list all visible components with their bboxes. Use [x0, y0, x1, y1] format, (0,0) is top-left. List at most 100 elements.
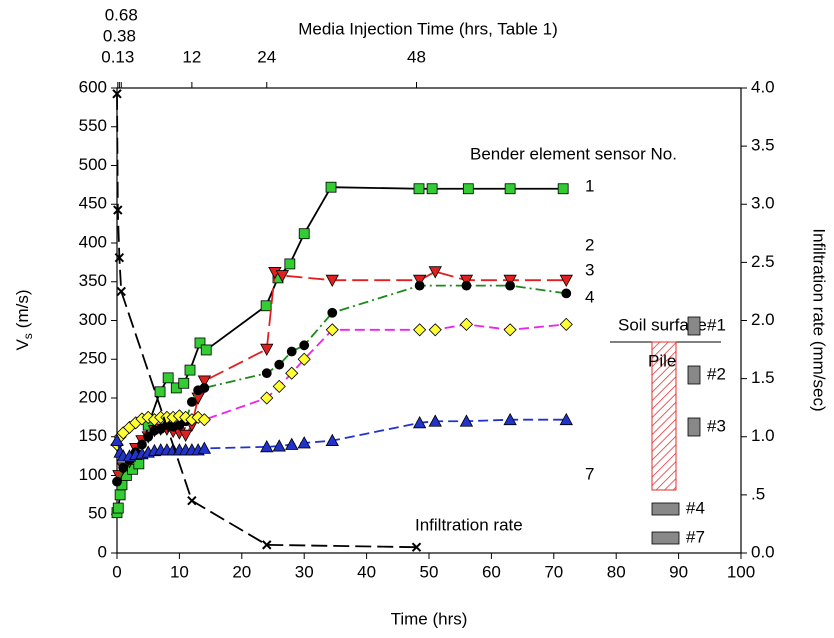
marker [114, 253, 125, 263]
y-tick-label: 500 [79, 155, 107, 174]
y-label-sub: s [21, 333, 35, 339]
sensor-label: #3 [707, 416, 726, 435]
y2-tick-label: 0.0 [751, 542, 775, 561]
marker [503, 323, 517, 337]
series-label: 3 [585, 260, 594, 279]
sensor-block [687, 417, 701, 437]
y-tick-label: 550 [79, 116, 107, 135]
marker [260, 343, 274, 357]
x2-tick-label: 24 [257, 47, 276, 66]
x-tick-label: 10 [170, 562, 189, 581]
marker [461, 280, 472, 291]
y-tick-label: 250 [79, 349, 107, 368]
sensor-block [687, 316, 701, 336]
marker [194, 337, 206, 349]
y-tick-label: 50 [88, 504, 107, 523]
marker [197, 413, 211, 427]
x-tick-label: 70 [544, 562, 563, 581]
x2-tick-label: 12 [182, 47, 201, 66]
marker [184, 364, 196, 376]
y2-tick-label: 2.0 [751, 310, 775, 329]
marker [428, 323, 442, 337]
marker [559, 274, 573, 288]
marker [178, 377, 190, 389]
y-tick-label: 300 [79, 310, 107, 329]
marker [114, 489, 126, 501]
sensor-label: #2 [707, 364, 726, 383]
marker [110, 433, 124, 447]
x-tick-label: 20 [232, 562, 251, 581]
marker [426, 183, 438, 195]
marker [325, 323, 339, 337]
marker [557, 183, 569, 195]
marker [112, 89, 122, 99]
x-tick-label: 80 [607, 562, 626, 581]
x-tick-label: 90 [669, 562, 688, 581]
x-axis-label: Time (hrs) [391, 609, 468, 628]
marker [559, 412, 573, 426]
marker [272, 439, 286, 452]
sensor-blocks: #1 #2 #3 #4 #7 [651, 315, 726, 546]
y-tick-label: 200 [79, 387, 107, 406]
marker [116, 286, 126, 297]
series-line [116, 93, 417, 549]
marker [286, 346, 297, 357]
y-tick-label: 0 [98, 542, 107, 561]
y2-tick-label: 3.5 [751, 136, 775, 155]
marker [561, 288, 572, 299]
y-tick-label: 450 [79, 194, 107, 213]
y2-tick-label: 2.5 [751, 252, 775, 271]
sensor-block [651, 531, 680, 545]
sensor-label: #4 [686, 498, 705, 517]
marker [412, 274, 427, 288]
marker [262, 540, 272, 550]
marker [199, 383, 210, 393]
marker [285, 437, 299, 450]
series-label: 2 [585, 235, 594, 254]
marker [459, 414, 474, 427]
marker [428, 414, 442, 427]
y2-tick-label: .5 [751, 484, 765, 503]
x-tick-label: 40 [357, 562, 376, 581]
pile [651, 341, 677, 491]
marker [154, 386, 166, 398]
marker [297, 352, 311, 366]
y-tick-label: 600 [79, 77, 107, 96]
marker [504, 183, 516, 195]
y-tick-label: 400 [79, 232, 107, 251]
marker [197, 375, 212, 388]
marker [118, 462, 129, 473]
series-line [116, 186, 564, 513]
marker [272, 379, 286, 393]
x2-tick-label: 48 [407, 47, 426, 66]
marker [503, 274, 517, 288]
marker [112, 502, 124, 514]
x2-tick-label: 0.38 [103, 26, 136, 45]
marker [260, 391, 274, 405]
marker [186, 396, 197, 407]
sensor-block [651, 502, 680, 516]
y2-tick-label: 4.0 [751, 77, 775, 96]
marker [197, 441, 212, 454]
marker [162, 372, 174, 384]
marker [285, 366, 299, 380]
x-tick-label: 30 [295, 562, 314, 581]
series-label: 7 [585, 464, 594, 483]
y-label-unit: (m/s) [13, 289, 32, 328]
marker [327, 307, 338, 318]
marker [297, 436, 311, 449]
marker [462, 183, 474, 195]
marker [412, 415, 427, 429]
marker [298, 228, 310, 240]
y-tick-label: 350 [79, 271, 107, 290]
y-tick-label: 100 [79, 465, 107, 484]
x-tick-label: 60 [482, 562, 501, 581]
sensor-label: #7 [686, 527, 705, 546]
marker [261, 368, 272, 379]
x-tick-label: 100 [727, 562, 755, 581]
marker [325, 274, 339, 288]
sensor-label: #1 [707, 315, 726, 334]
series-label: 4 [585, 287, 594, 306]
marker [413, 183, 425, 195]
